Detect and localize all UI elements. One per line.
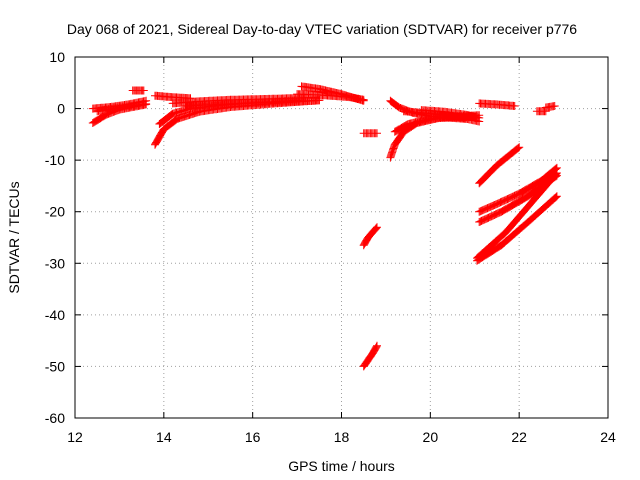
data-point-markers bbox=[473, 192, 561, 265]
data-series-segment bbox=[151, 91, 195, 103]
data-point-markers bbox=[182, 96, 324, 110]
data-series-segment bbox=[475, 163, 561, 216]
data-series-segment bbox=[182, 96, 324, 110]
data-point-markers bbox=[128, 86, 148, 95]
data-series-segment bbox=[93, 99, 151, 116]
data-series-segment bbox=[128, 86, 148, 95]
data-point-markers bbox=[475, 99, 519, 110]
data-series-segment bbox=[359, 129, 381, 138]
data-point-markers bbox=[151, 91, 195, 103]
data-point-markers bbox=[359, 129, 381, 138]
data-points bbox=[88, 82, 561, 371]
data-series-segment bbox=[293, 90, 368, 104]
x-tick-label: 22 bbox=[511, 429, 527, 445]
plot-frame bbox=[74, 56, 609, 419]
x-tick-label: 14 bbox=[156, 429, 172, 445]
data-series-segment bbox=[475, 99, 519, 110]
x-tick-label: 20 bbox=[423, 429, 439, 445]
y-axis-label: SDTVAR / TECUs bbox=[6, 181, 22, 293]
data-series-segment bbox=[417, 106, 484, 122]
data-series-segment bbox=[473, 192, 561, 265]
data-point-markers bbox=[359, 341, 381, 371]
data-point-markers bbox=[293, 90, 368, 104]
axis-ticks: 12 14 16 18 20 22 24 10 0 -10 -20 -30 -40 -50 -60 bbox=[45, 49, 616, 445]
data-series-segment bbox=[359, 341, 381, 371]
data-series-segment bbox=[541, 102, 559, 112]
x-tick-label: 18 bbox=[334, 429, 350, 445]
x-tick-label: 16 bbox=[245, 429, 261, 445]
y-tick-label: -30 bbox=[45, 255, 65, 271]
y-tick-label: -60 bbox=[45, 410, 65, 426]
x-axis-label: GPS time / hours bbox=[288, 458, 395, 474]
x-tick-label: 12 bbox=[67, 429, 83, 445]
data-point-markers bbox=[359, 223, 381, 250]
y-tick-label: 0 bbox=[57, 101, 65, 117]
data-point-markers bbox=[541, 102, 559, 112]
chart-title: Day 068 of 2021, Sidereal Day-to-day VTE… bbox=[67, 21, 577, 37]
grid bbox=[75, 57, 608, 418]
data-point-markers bbox=[475, 143, 524, 188]
y-tick-label: -50 bbox=[45, 358, 65, 374]
y-tick-label: -20 bbox=[45, 204, 65, 220]
y-tick-label: -40 bbox=[45, 307, 65, 323]
y-tick-label: 10 bbox=[49, 49, 65, 65]
data-point-markers bbox=[417, 106, 484, 122]
data-point-markers bbox=[93, 99, 151, 116]
data-series-segment bbox=[359, 223, 381, 250]
x-tick-label: 24 bbox=[600, 429, 616, 445]
data-series-segment bbox=[475, 143, 524, 188]
y-tick-label: -10 bbox=[45, 152, 65, 168]
data-point-markers bbox=[475, 163, 561, 216]
